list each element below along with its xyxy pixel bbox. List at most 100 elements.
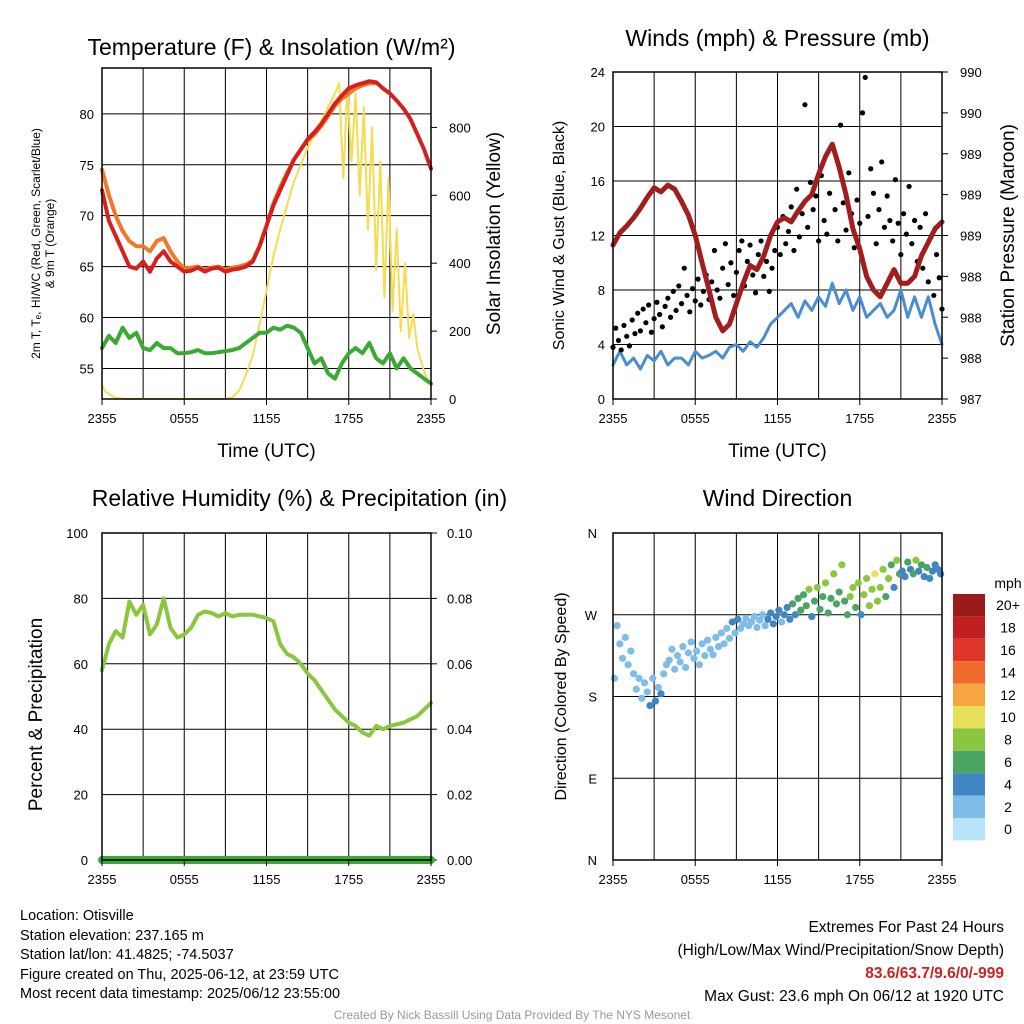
- gust-point: [678, 301, 685, 307]
- direction-point: [725, 634, 734, 642]
- direction-point: [928, 567, 937, 575]
- gust-point: [783, 241, 789, 247]
- gust-point: [662, 303, 668, 309]
- gust-point: [621, 322, 627, 329]
- gust-point: [643, 320, 649, 326]
- direction-point: [805, 585, 813, 593]
- gust-point: [873, 241, 879, 247]
- direction-point: [816, 605, 824, 613]
- y-tick-label: E: [588, 771, 597, 786]
- gust-point: [887, 217, 893, 224]
- y-right-tick-label: 400: [449, 256, 471, 271]
- station-latlon: Station lat/lon: 41.4825; -74.5037: [20, 947, 234, 963]
- gust-point: [689, 286, 696, 292]
- direction-point: [890, 583, 898, 592]
- direction-point: [901, 573, 909, 581]
- direction-point: [788, 600, 797, 608]
- direction-point: [879, 565, 887, 573]
- x-axis-label: Time (UTC): [728, 441, 827, 462]
- direction-point: [673, 652, 682, 660]
- y-tick-label: 24: [591, 65, 605, 80]
- gust-point: [640, 306, 646, 312]
- colorbar-swatch: [953, 616, 985, 639]
- y-right-tick-label: 600: [449, 188, 471, 203]
- panel-2: 0 4 8 12 16 20 24 987 988 988 988 989 989 989 990 990 23…: [551, 25, 1019, 462]
- y-right-tick-label: 989: [960, 147, 982, 162]
- colorbar-label: 14: [1000, 664, 1016, 680]
- gust-point: [785, 228, 792, 235]
- x-tick-label: 2355: [417, 872, 446, 887]
- series-line: [100, 323, 433, 386]
- panel-3: 0 0.00 20 0.02 40 0.04 60 0.06 80 0.08 100 0.10 2355…: [26, 485, 507, 887]
- direction-point: [857, 611, 865, 619]
- y-right-tick-label: 0.04: [447, 722, 472, 737]
- y-tick-label: N: [588, 853, 597, 868]
- direction-point: [937, 570, 945, 578]
- direction-point: [783, 603, 791, 612]
- gust-point: [624, 333, 630, 339]
- y-right-axis-label: Station Pressure (Maroon): [998, 124, 1019, 347]
- gust-point: [868, 166, 874, 172]
- gust-point: [931, 292, 937, 299]
- gust-point: [657, 311, 663, 318]
- direction-point: [873, 597, 882, 605]
- colorbar-label: 12: [1000, 687, 1016, 703]
- direction-point: [613, 622, 621, 630]
- y-tick-label: 12: [591, 229, 605, 244]
- y-tick-label: 75: [80, 158, 94, 173]
- gust-point: [747, 242, 753, 248]
- y-right-tick-label: 990: [960, 65, 982, 80]
- gust-point: [615, 337, 622, 344]
- direction-point: [643, 688, 651, 696]
- x-axis-label: Time (UTC): [217, 441, 316, 462]
- colorbar-swatch: [953, 818, 985, 841]
- direction-point: [629, 670, 638, 678]
- direction-point: [920, 573, 928, 581]
- gust-point: [637, 328, 644, 334]
- x-tick-label: 2355: [599, 411, 628, 426]
- x-tick-label: 1155: [764, 872, 792, 887]
- direction-point: [668, 645, 676, 653]
- y-right-axis-label: Solar Insolation (Yellow): [484, 132, 505, 335]
- direction-point: [791, 611, 799, 619]
- speed-colorbar: mph 20+ 18 16 14 12 10 8 6 4 2 0: [953, 575, 1022, 841]
- y-right-tick-label: 988: [960, 351, 982, 366]
- direction-point: [627, 647, 635, 655]
- gust-point: [879, 159, 885, 165]
- direction-point: [616, 640, 624, 648]
- direction-point: [761, 622, 769, 630]
- y-tick-label: 60: [80, 311, 94, 326]
- direction-point: [893, 556, 901, 564]
- direction-point: [824, 609, 832, 617]
- direction-point: [758, 611, 767, 619]
- x-tick-label: 2355: [928, 411, 957, 426]
- direction-point: [871, 570, 879, 578]
- x-tick-label: 2355: [88, 411, 117, 426]
- gust-point: [613, 325, 619, 331]
- y-right-tick-label: 989: [960, 188, 982, 203]
- direction-point: [654, 683, 662, 692]
- gust-point: [816, 238, 822, 244]
- rh-line: [100, 596, 433, 738]
- colorbar-label: 16: [1000, 642, 1016, 658]
- y-tick-label: S: [588, 690, 597, 705]
- direction-point: [687, 638, 695, 646]
- y-right-tick-label: 0.10: [447, 526, 472, 541]
- gust-point: [772, 247, 778, 254]
- direction-point: [868, 585, 876, 593]
- direction-point: [838, 561, 846, 569]
- direction-point: [756, 616, 764, 624]
- direction-point: [621, 633, 629, 642]
- y-tick-label: 0: [598, 392, 605, 407]
- y-axis-label-group: Direction (Colored By Speed): [553, 592, 570, 800]
- gust-point: [884, 193, 890, 199]
- direction-point: [750, 612, 758, 621]
- y-right-tick-label: 0: [449, 392, 456, 407]
- gust-point: [805, 224, 811, 230]
- y-axis-label: Direction (Colored By Speed): [553, 592, 570, 800]
- gust-point: [728, 260, 734, 266]
- x-tick-label: 2355: [88, 872, 117, 887]
- station-location: Location: Otisville: [20, 908, 134, 924]
- direction-point: [843, 611, 852, 619]
